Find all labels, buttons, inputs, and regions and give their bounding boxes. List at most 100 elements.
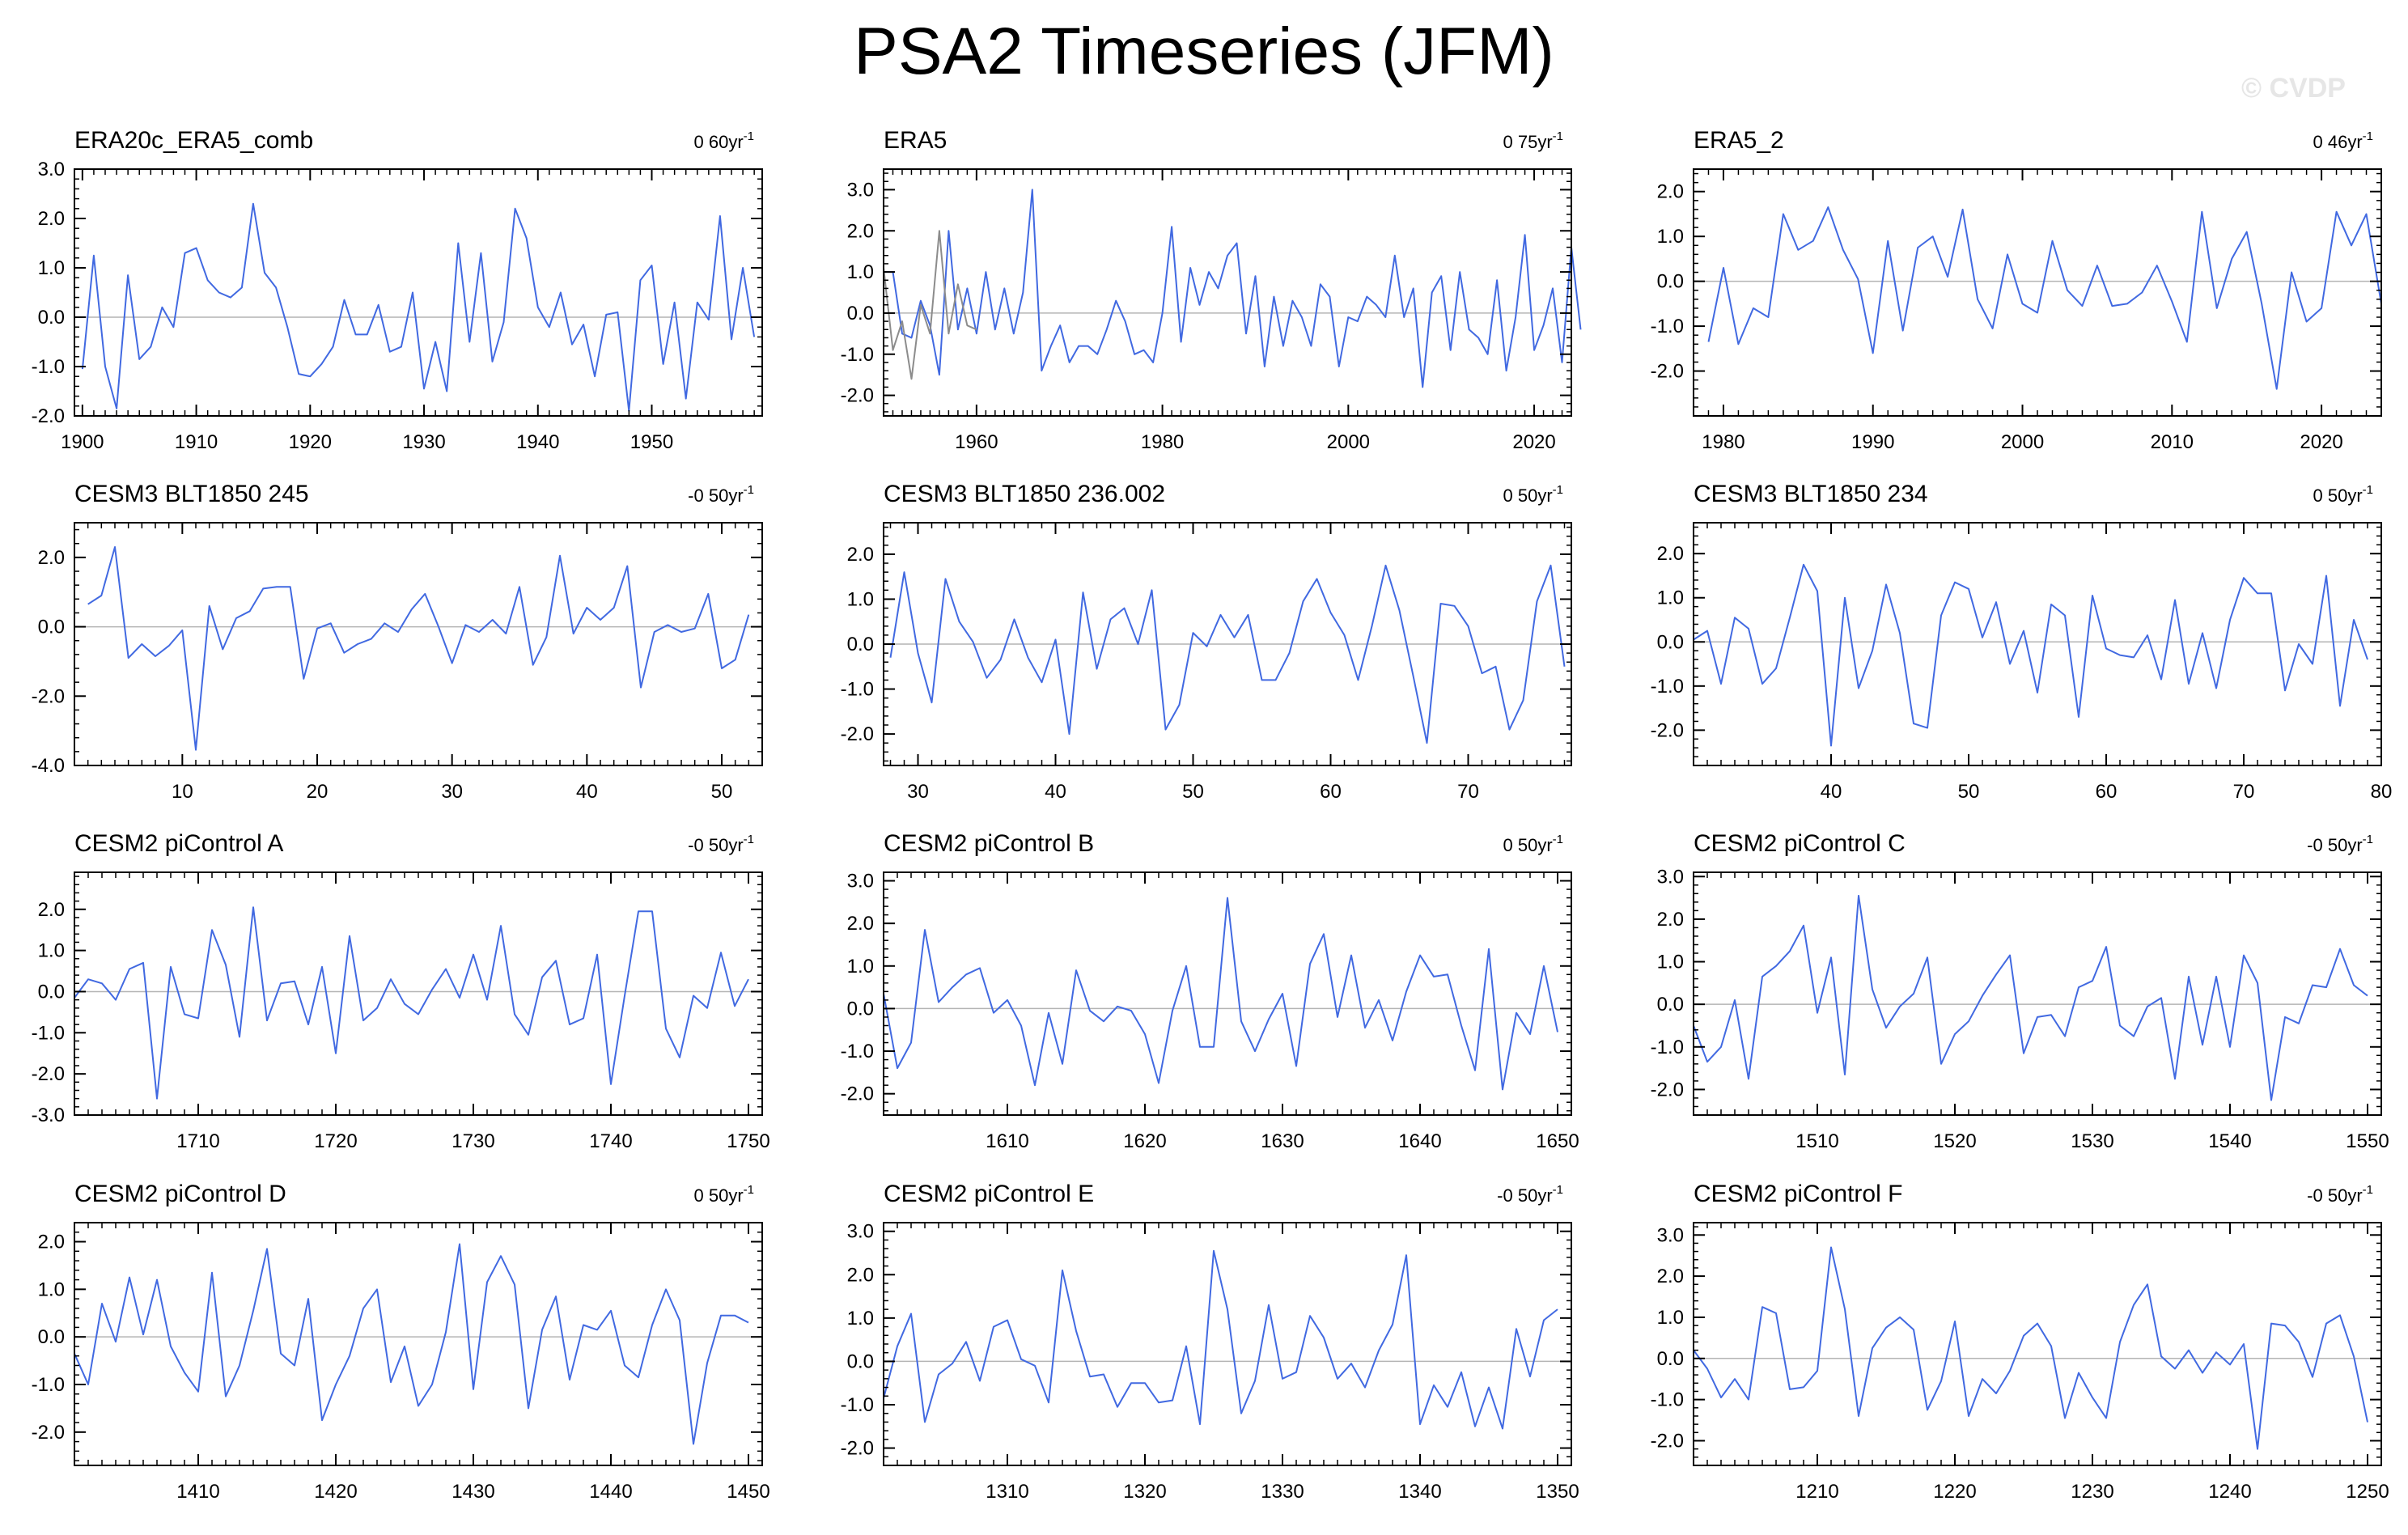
x-tick-label: 10	[172, 781, 193, 803]
y-tick-label: -1.0	[841, 679, 874, 701]
trend-value: 0 46yr	[2313, 132, 2363, 152]
trend-value: 0 50yr	[1503, 486, 1553, 506]
chart-panel: ERA5_2 0 46yr-1 1980 1990 2000 2010 2020 -2.0 -1…	[1651, 127, 2382, 453]
chart-panel: CESM2 piControl B 0 50yr-1 1610 1620 1630 164…	[841, 830, 1579, 1152]
trend-value: -0 50yr	[2307, 835, 2362, 855]
trend-label: -0 50yr-1	[2307, 833, 2373, 855]
y-tick-label: 2.0	[38, 899, 65, 921]
trend-value: -0 50yr	[1497, 1185, 1552, 1206]
y-tick-label: 3.0	[847, 1221, 874, 1243]
trend-label: -0 50yr-1	[2307, 1183, 2373, 1206]
x-tick-label: 1240	[2208, 1481, 2251, 1503]
trend-exponent: -1	[1553, 483, 1563, 497]
y-tick-label: -2.0	[32, 1422, 65, 1444]
series-line	[81, 202, 756, 412]
chart-panel: ERA5 0 75yr-1 1960 1980 2000 2020 -2.0 -1.0 0.0 1…	[841, 127, 1582, 453]
x-tick-label: 2020	[1512, 431, 1555, 453]
trend-exponent: -1	[2363, 483, 2373, 497]
y-tick-label: 1.0	[1657, 587, 1684, 609]
x-tick-label: 1430	[451, 1481, 494, 1503]
x-tick-label: 1250	[2346, 1481, 2389, 1503]
x-tick-label: 1640	[1398, 1130, 1441, 1152]
y-tick-label: 2.0	[38, 208, 65, 230]
x-tick-label: 1210	[1795, 1481, 1838, 1503]
trend-value: 0 75yr	[1503, 132, 1553, 152]
x-tick-label: 2000	[2001, 431, 2044, 453]
panel-title: CESM2 piControl B	[884, 830, 1094, 857]
trend-label: -0 50yr-1	[688, 833, 754, 855]
y-tick-label: -2.0	[841, 385, 874, 407]
y-tick-label: -3.0	[32, 1105, 65, 1126]
y-tick-label: 1.0	[1657, 1307, 1684, 1329]
x-tick-label: 1730	[451, 1130, 494, 1152]
watermark: © CVDP	[2241, 73, 2346, 104]
x-tick-label: 40	[1045, 781, 1066, 803]
y-tick-label: 3.0	[1657, 1224, 1684, 1246]
x-tick-label: 1550	[2346, 1130, 2389, 1152]
y-tick-label: 0.0	[1657, 1348, 1684, 1370]
y-tick-label: 0.0	[38, 307, 65, 329]
x-tick-label: 1350	[1536, 1481, 1579, 1503]
y-tick-label: 2.0	[847, 1264, 874, 1286]
y-tick-label: -2.0	[1651, 719, 1684, 741]
y-tick-label: -2.0	[841, 723, 874, 745]
series-line	[884, 189, 1582, 388]
y-tick-label: -1.0	[32, 1022, 65, 1044]
x-tick-label: 1230	[2071, 1481, 2113, 1503]
y-tick-label: 2.0	[38, 1232, 65, 1253]
y-tick-label: -1.0	[1651, 676, 1684, 698]
x-tick-label: 1990	[1851, 431, 1894, 453]
y-tick-label: 1.0	[847, 956, 874, 977]
y-tick-label: 1.0	[847, 1308, 874, 1329]
x-tick-label: 1440	[589, 1481, 632, 1503]
plot-frame	[1693, 871, 2382, 1116]
trend-value: 0 50yr	[2313, 486, 2363, 506]
y-tick-label: -1.0	[1651, 1389, 1684, 1411]
plot-frame	[74, 168, 763, 417]
panel-title: CESM2 piControl D	[74, 1181, 286, 1207]
y-tick-label: 2.0	[847, 544, 874, 566]
y-tick-label: -2.0	[1651, 1430, 1684, 1452]
y-tick-label: 2.0	[847, 220, 874, 242]
y-tick-label: -1.0	[841, 1394, 874, 1416]
y-tick-label: -2.0	[32, 405, 65, 427]
chart-panel: CESM3 BLT1850 245 -0 50yr-1 10 20 30 40 50 -4.0…	[32, 481, 763, 803]
page-title: PSA2 Timeseries (JFM)	[854, 15, 1554, 88]
panel-title: CESM2 piControl A	[74, 830, 283, 857]
y-tick-label: -1.0	[841, 1041, 874, 1062]
x-tick-label: 1450	[727, 1481, 769, 1503]
panel-title: CESM2 piControl E	[884, 1181, 1094, 1207]
y-tick-label: 3.0	[38, 159, 65, 180]
trend-exponent: -1	[744, 129, 754, 143]
x-tick-label: 1610	[986, 1130, 1028, 1152]
trend-label: -0 50yr-1	[1497, 1183, 1563, 1206]
y-tick-label: -1.0	[32, 1374, 65, 1396]
x-tick-label: 60	[1320, 781, 1342, 803]
trend-exponent: -1	[744, 483, 754, 497]
panel-title: CESM3 BLT1850 245	[74, 481, 309, 507]
x-tick-label: 1630	[1261, 1130, 1304, 1152]
y-tick-label: 0.0	[38, 617, 65, 638]
x-tick-label: 1980	[1141, 431, 1184, 453]
x-tick-label: 50	[1182, 781, 1204, 803]
y-tick-label: -2.0	[32, 685, 65, 707]
panel-title: ERA5_2	[1694, 127, 1784, 154]
y-tick-label: 2.0	[1657, 1266, 1684, 1287]
x-tick-label: 1650	[1536, 1130, 1579, 1152]
x-tick-label: 80	[2371, 781, 2393, 803]
x-tick-label: 40	[576, 781, 598, 803]
trend-label: -0 50yr-1	[688, 483, 754, 506]
trend-exponent: -1	[1553, 833, 1563, 846]
chart-panel: CESM2 piControl E -0 50yr-1 1310 1320 1330 13…	[841, 1181, 1579, 1503]
x-tick-label: 50	[711, 781, 733, 803]
panel-title: CESM2 piControl F	[1694, 1181, 1902, 1207]
series-line	[74, 906, 749, 1100]
series-line	[1707, 206, 2382, 390]
trend-label: 0 50yr-1	[1503, 483, 1564, 506]
x-tick-label: 1930	[402, 431, 445, 453]
y-tick-label: 2.0	[1657, 181, 1684, 203]
trend-value: -0 50yr	[2307, 1185, 2362, 1206]
x-tick-label: 20	[307, 781, 329, 803]
x-tick-label: 1530	[2071, 1130, 2113, 1152]
y-tick-label: -1.0	[32, 356, 65, 378]
